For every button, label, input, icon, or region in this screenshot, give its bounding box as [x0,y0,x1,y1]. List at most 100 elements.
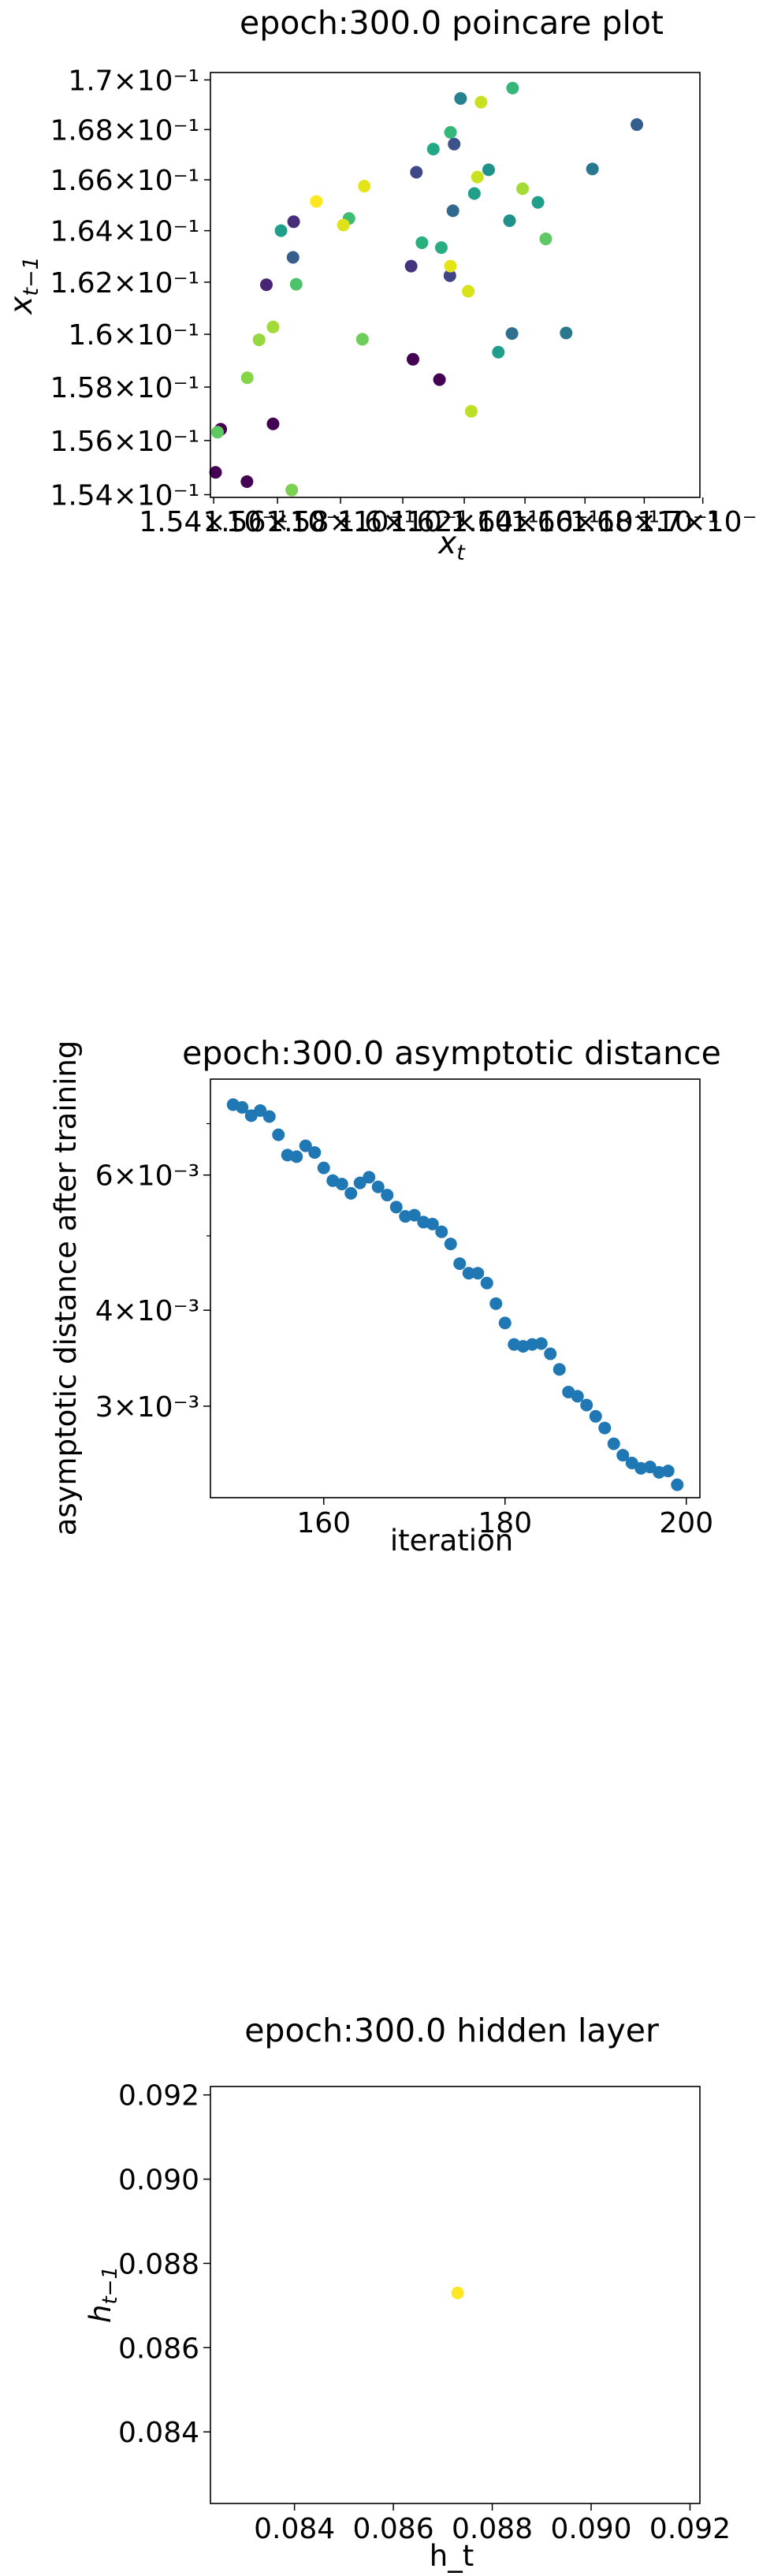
x-tick-label: 0.088 [452,2513,533,2545]
scatter-point [308,1146,322,1160]
y-tick-label: 1.7×10⁻¹ [68,65,199,97]
scatter-point [492,345,505,359]
chart-title: epoch:300.0 poincare plot [240,4,664,42]
y-tick-label: 4×10⁻³ [95,1295,199,1327]
hidden-layer-chart: epoch:300.0 hidden layer 0.084 0.086 0.088… [84,2012,731,2573]
scatter-point [381,1189,394,1202]
x-tick-label: 1.64×10⁻¹ [450,506,600,538]
scatter-point [434,241,448,255]
scatter-point [371,1180,385,1193]
x-tick-label: 0.090 [550,2513,631,2545]
scatter-point [426,1217,439,1230]
scatter-point [586,162,599,176]
x-tick-label: 1.6×10⁻¹ [337,506,469,538]
scatter-point [464,404,478,418]
y-tick-label: 0.088 [118,2248,199,2280]
plot-frame [210,1078,701,1498]
x-tick-label: 0.086 [353,2513,434,2545]
y-tick-label: 6×10⁻³ [95,1160,199,1193]
y-tick-label: 1.62×10⁻¹ [50,267,199,300]
y-tick-label: 0.086 [118,2332,199,2365]
scatter-point [471,170,484,184]
plot-frame [210,72,701,498]
scatter-point [471,1267,485,1280]
scatter-point [266,320,280,333]
scatter-point [453,1257,467,1271]
scatter-point [310,195,323,208]
y-tick-label: 1.56×10⁻¹ [50,426,199,458]
scatter-point [503,214,516,228]
y-axis-label: asymptotic distance after training [49,1040,83,1536]
chart-title: epoch:300.0 hidden layer [244,2012,659,2049]
scatter-point [406,352,419,366]
scatter-point [266,417,280,430]
x-tick-label: 1.56×10⁻¹ [203,506,352,538]
x-tick-label: 200 [659,1507,713,1539]
x-tick-label: 1.68×10⁻¹ [570,506,720,538]
y-axis-label: xt−1 [4,256,43,315]
poincare-chart: epoch:300.0 poincare plot 1.54×10⁻¹1.56×… [4,4,759,565]
y-tick-label: 1.68×10⁻¹ [50,114,199,147]
x-tick-label: 1.58×10⁻¹ [266,506,415,538]
scatter-point [259,278,273,292]
y-tick-label: 1.66×10⁻¹ [50,165,199,197]
scatter-point [435,1225,448,1238]
scatter-point [448,137,461,151]
scatter-point [444,1238,457,1251]
scatter-point [462,1267,475,1280]
x-tick-label: 180 [478,1507,532,1539]
scatter-point [454,91,467,105]
scatter-point [553,1363,566,1376]
scatter-point [262,1110,276,1123]
svg-text:ht−1: ht−1 [84,2266,122,2323]
scatter-point [389,1201,403,1214]
scatter-point [252,333,266,347]
scatter-point [274,224,288,237]
y-tick-label: 3×10⁻³ [95,1391,199,1424]
scatter-point [482,163,495,177]
scatter-point [285,483,299,497]
scatter-point [534,1337,548,1350]
y-tick-label: 0.092 [118,2080,199,2113]
y-tick-label: 1.58×10⁻¹ [50,372,199,404]
scatter-point [505,327,519,341]
scatter-point [290,1150,303,1163]
scatter-point [474,95,488,109]
x-tick-label: 1.7×10⁻¹ [637,506,759,538]
scatter-point [444,259,457,273]
y-tick-label: 1.64×10⁻¹ [50,216,199,248]
scatter-point [404,259,418,273]
scatter-point [580,1398,593,1412]
scatter-point [498,1316,512,1330]
scatter-point [671,1478,684,1491]
scatter-point [254,1104,267,1117]
scatter-point [209,466,222,479]
scatter-point [661,1465,675,1478]
y-tick-label: 0.084 [118,2417,199,2449]
scatter-point [489,1297,503,1310]
scatter-point [335,1178,348,1191]
scatter-point [607,1437,620,1450]
scatter-point [616,1449,630,1462]
x-tick-label: 160 [296,1507,351,1539]
y-axis-label: ht−1 [84,2266,122,2323]
scatter-point [526,1338,539,1351]
scatter-point [480,1276,493,1290]
scatter-point [363,1171,376,1184]
scatter-point [598,1421,612,1435]
scatter-point [446,204,459,218]
scatter-point [410,166,423,179]
scatter-point [337,218,350,232]
scatter-point [571,1390,584,1403]
scatter-point [358,180,371,193]
scatter-point [544,1347,557,1361]
y-tick-label: 1.54×10⁻¹ [50,480,199,512]
scatter-point [407,1208,421,1222]
scatter-point [240,371,254,385]
scatter-point [560,326,573,340]
scatter-point [433,373,446,386]
x-tick-label: 1.62×10⁻¹ [389,506,539,538]
x-axis-label: iteration [390,1524,513,1558]
scatter-point [415,236,429,249]
